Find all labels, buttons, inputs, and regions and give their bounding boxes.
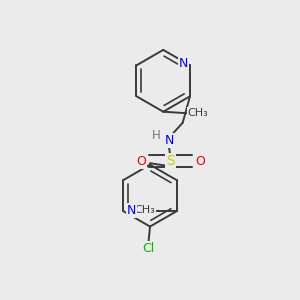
Text: H: H: [152, 129, 161, 142]
Text: O: O: [196, 154, 206, 167]
Text: N: N: [179, 57, 188, 70]
Text: N: N: [165, 134, 174, 147]
Text: O: O: [136, 154, 146, 167]
Text: CH₃: CH₃: [188, 108, 208, 118]
Text: N: N: [127, 204, 136, 217]
Text: S: S: [167, 154, 175, 168]
Text: Cl: Cl: [142, 242, 155, 255]
Text: CH₃: CH₃: [134, 205, 155, 215]
